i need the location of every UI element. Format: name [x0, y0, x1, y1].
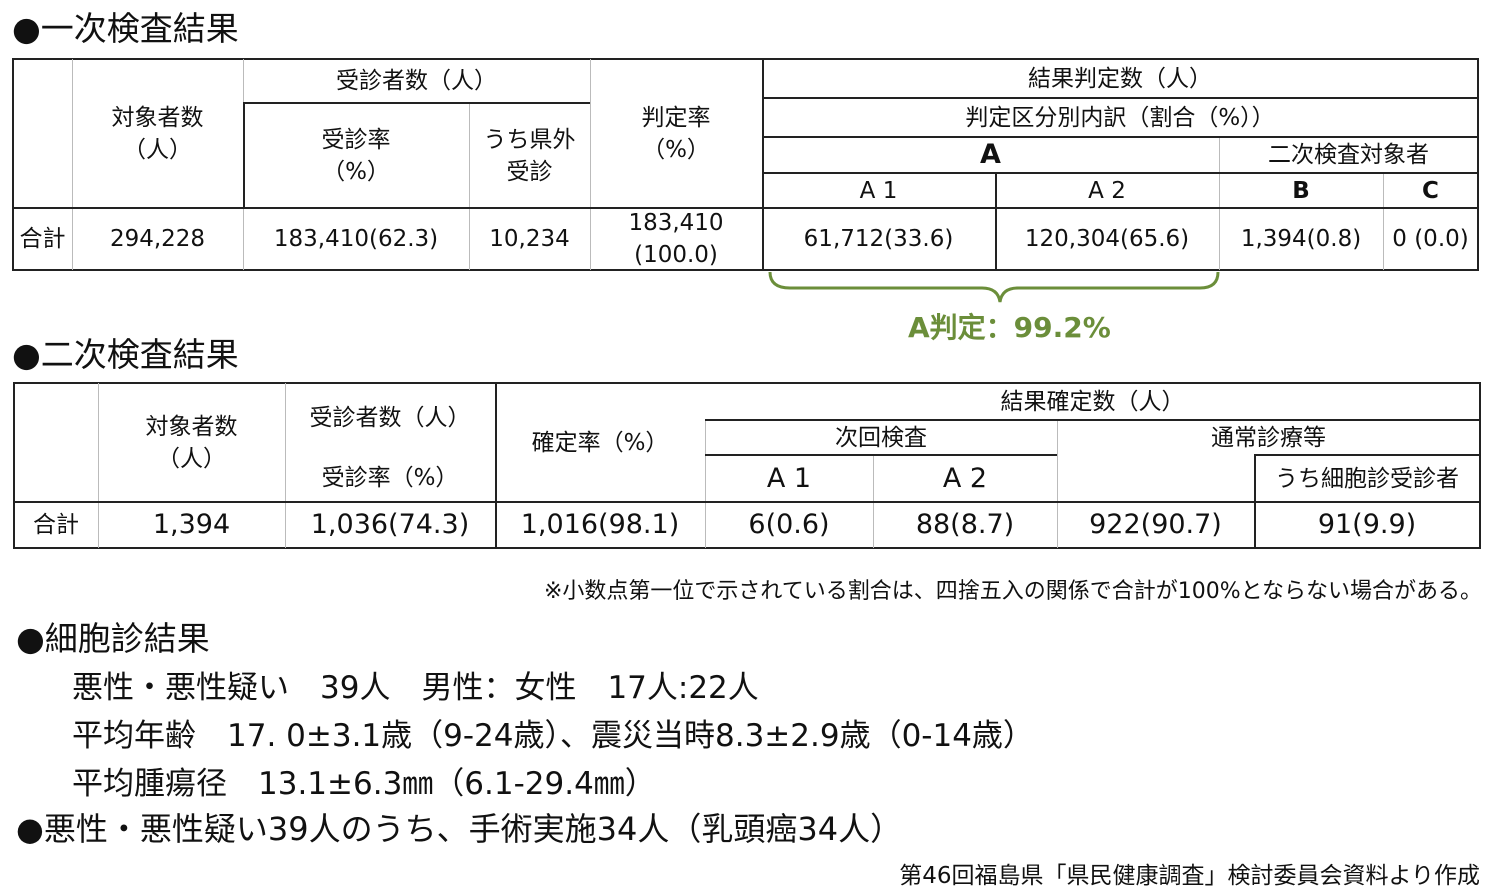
header2-a1: A 1	[766, 462, 812, 494]
a-judgement-total: A判定：99.2%	[908, 311, 1111, 344]
cell-c: 0 (0.0)	[1392, 226, 1469, 252]
cell-outside: 10,234	[489, 226, 570, 252]
header-a2: A 2	[1088, 177, 1126, 204]
header-breakdown: 判定区分別内訳（割合（%））	[965, 104, 1275, 131]
header-judge-rate: 判定率 （%）	[641, 104, 711, 163]
header2-cytology: うち細胞診受診者	[1275, 465, 1459, 492]
section2-title: ●二次検査結果	[12, 335, 239, 374]
cell2-confirmed: 1,016(98.1)	[520, 509, 680, 540]
source-note: 第46回福島県「県民健康調査」検討委員会資料より作成	[899, 863, 1480, 889]
cell2-target: 1,394	[152, 509, 231, 540]
header2-a2: A 2	[942, 462, 988, 494]
header-target: 対象者数 （人）	[111, 104, 204, 163]
header2-results: 結果確定数（人）	[1000, 388, 1185, 415]
header-outside: うち県外 受診	[483, 126, 576, 185]
cell-a1: 61,712(33.6)	[803, 226, 954, 252]
cell-b: 1,394(0.8)	[1240, 226, 1362, 252]
header2-rate: 受診率（%）	[321, 465, 459, 491]
cytology-line-3: 平均腫瘍径 13.1±6.3㎜（6.1-29.4㎜）	[72, 766, 656, 802]
header2-examinees: 受診者数（人）	[309, 405, 471, 431]
cell2-regular: 922(90.7)	[1089, 509, 1222, 540]
cytology-line-2: 平均年齢 17. 0±3.1歳（9-24歳）、震災当時8.3±2.9歳（0-14…	[72, 718, 1034, 754]
header2-regular: 通常診療等	[1211, 424, 1326, 451]
cell-judged: 183,410 (100.0)	[628, 210, 724, 268]
header2-target: 対象者数 （人）	[145, 413, 238, 472]
section4-title: ●悪性・悪性疑い39人のうち、手術実施34人（乳頭癌34人）	[16, 810, 903, 848]
cell-a2: 120,304(65.6)	[1024, 226, 1190, 252]
row2-label: 合計	[33, 512, 79, 538]
section1-title: ●一次検査結果	[12, 9, 239, 48]
brace-icon	[768, 271, 1220, 303]
cell2-a1: 6(0.6)	[748, 509, 830, 540]
section3-title: ●細胞診結果	[16, 619, 210, 658]
header-results: 結果判定数（人）	[1028, 65, 1212, 92]
cell2-a2: 88(8.7)	[915, 509, 1015, 540]
header-b: B	[1292, 177, 1310, 204]
header-a1: A 1	[859, 177, 898, 204]
header-rate: 受診率 （%）	[321, 126, 391, 185]
cell2-examinees: 1,036(74.3)	[310, 509, 470, 540]
header2-confirm-rate: 確定率（%）	[531, 429, 669, 456]
header-second-target: 二次検査対象者	[1268, 142, 1429, 168]
header-c: C	[1422, 177, 1439, 204]
cell2-cytology: 91(9.9)	[1317, 509, 1417, 540]
cytology-line-1: 悪性・悪性疑い 39人 男性：女性 17人:22人	[72, 670, 759, 706]
header2-next: 次回検査	[835, 424, 927, 451]
cell-examinees: 183,410(62.3)	[273, 226, 439, 252]
header-examinees: 受診者数（人）	[336, 68, 497, 94]
row-label: 合計	[19, 226, 66, 252]
cell-target: 294,228	[109, 226, 206, 252]
rounding-note: ※小数点第一位で示されている割合は、四捨五入の関係で合計が100%とならない場合…	[543, 579, 1482, 604]
header-a: A	[980, 139, 1001, 170]
